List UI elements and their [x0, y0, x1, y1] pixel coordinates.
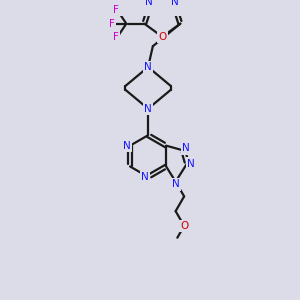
Text: N: N: [172, 179, 179, 190]
Text: N: N: [144, 62, 152, 72]
Text: O: O: [158, 32, 166, 42]
Text: F: F: [113, 32, 119, 42]
Text: F: F: [113, 5, 119, 15]
Text: N: N: [123, 141, 131, 151]
Text: N: N: [182, 143, 190, 154]
Text: N: N: [141, 172, 149, 182]
Text: N: N: [144, 104, 152, 114]
Text: N: N: [146, 0, 153, 8]
Text: N: N: [172, 0, 179, 8]
Text: O: O: [180, 221, 188, 231]
Text: N: N: [187, 159, 195, 169]
Text: F: F: [109, 19, 115, 29]
